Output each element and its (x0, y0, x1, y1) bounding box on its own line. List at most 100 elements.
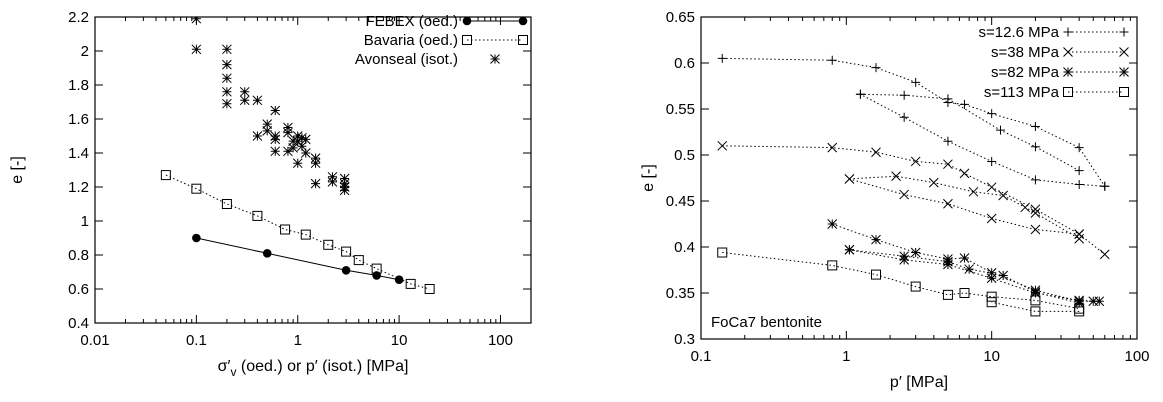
x-tick-label: 0.1 (691, 348, 712, 365)
data-point (262, 119, 273, 129)
y-tick-label: 0.6 (68, 281, 89, 298)
data-point (998, 190, 1009, 201)
data-point (1100, 181, 1110, 191)
series-line (722, 252, 1080, 310)
legend-label: s=12.6 MPa (979, 24, 1060, 41)
data-point (222, 86, 232, 97)
data-point (928, 177, 939, 188)
data-point (1074, 233, 1085, 244)
legend-marker (490, 54, 500, 64)
data-point (1074, 179, 1084, 189)
data-point (292, 131, 303, 141)
x-tick-label: 0.01 (80, 332, 109, 349)
legend-label: FEBEX (oed.) (365, 13, 458, 30)
y-tick-label: 0.5 (674, 147, 695, 164)
data-point (292, 136, 303, 146)
x-tick-label: 0.1 (186, 332, 207, 349)
data-point (323, 239, 334, 250)
data-point (160, 170, 171, 181)
data-point (959, 288, 970, 298)
data-point (424, 284, 435, 294)
data-point (300, 229, 311, 240)
series-line (165, 174, 430, 290)
data-point (827, 55, 837, 65)
data-point (959, 168, 970, 179)
y-axis-label: e [-] (9, 156, 26, 184)
data-point (1074, 166, 1084, 176)
data-point (222, 59, 232, 70)
data-point (1030, 224, 1041, 235)
data-point (1030, 306, 1041, 317)
series-line (832, 223, 1094, 302)
series-s-113-mpa (717, 247, 1085, 317)
data-point (191, 44, 202, 55)
data-point (192, 233, 201, 243)
data-point (899, 90, 909, 100)
data-point (855, 89, 865, 99)
plot-frame (94, 16, 532, 324)
data-point (310, 153, 321, 163)
data-point (292, 158, 303, 169)
legend-label: Avonseal (isot.) (355, 51, 458, 68)
data-point (341, 246, 352, 257)
data-point (899, 251, 910, 262)
y-tick-label: 0.45 (666, 193, 695, 210)
legend-marker (1119, 87, 1129, 97)
data-point (998, 270, 1009, 281)
y-tick-label: 2.2 (68, 9, 89, 26)
data-point (283, 122, 293, 133)
data-point (943, 159, 953, 170)
y-tick-label: 1.4 (68, 145, 89, 162)
data-point (222, 98, 232, 109)
legend-marker (1119, 27, 1129, 37)
y-tick-label: 0.65 (666, 9, 695, 26)
series-febex-oed- (192, 233, 404, 284)
legend-marker (1063, 47, 1073, 57)
data-point (339, 185, 350, 196)
data-point (827, 219, 838, 229)
data-point (222, 44, 232, 55)
data-point (300, 134, 311, 145)
data-point (827, 142, 838, 153)
data-point (986, 213, 997, 224)
data-point (252, 131, 263, 141)
legend-marker (1119, 67, 1129, 77)
data-point (1030, 142, 1040, 152)
data-point (297, 141, 307, 152)
legend-marker (1063, 67, 1073, 77)
chart-right: 0.1 1 10 100 0.3 0.35 0.4 0.45 0.5 0.55 0.6 0.65 e [… (640, 9, 1150, 391)
data-point (222, 73, 232, 84)
series-bavaria-oed- (160, 170, 435, 294)
data-point (1030, 121, 1040, 131)
x-tick-label: 10 (391, 332, 408, 349)
data-point (986, 297, 997, 308)
x-axis-label: p′ [MPa] (890, 374, 948, 391)
data-point (310, 158, 321, 169)
data-point (910, 281, 921, 292)
data-point (262, 126, 273, 136)
data-point (899, 189, 910, 200)
data-point (1030, 287, 1041, 297)
data-point (252, 95, 263, 106)
data-point (844, 174, 855, 184)
x-tick-label: 10 (983, 348, 1000, 365)
legend: FEBEX (oed.) Bavaria (oed.) Avonseal (isot… (355, 13, 528, 68)
legend-marker (1063, 27, 1073, 37)
y-tick-label: 0.35 (666, 285, 695, 302)
data-point (987, 156, 997, 166)
y-tick-label: 1.2 (68, 179, 89, 196)
data-point (280, 224, 291, 235)
data-point (283, 127, 293, 138)
series-line (722, 57, 1106, 187)
series-line (196, 237, 400, 281)
data-point (353, 255, 364, 266)
data-point (283, 146, 293, 157)
data-point (911, 77, 921, 87)
data-point (1074, 306, 1085, 317)
data-point (717, 140, 728, 151)
series-s-82-mpa (827, 219, 1105, 308)
data-point (310, 178, 321, 189)
data-point (341, 266, 351, 275)
data-point (221, 199, 232, 209)
